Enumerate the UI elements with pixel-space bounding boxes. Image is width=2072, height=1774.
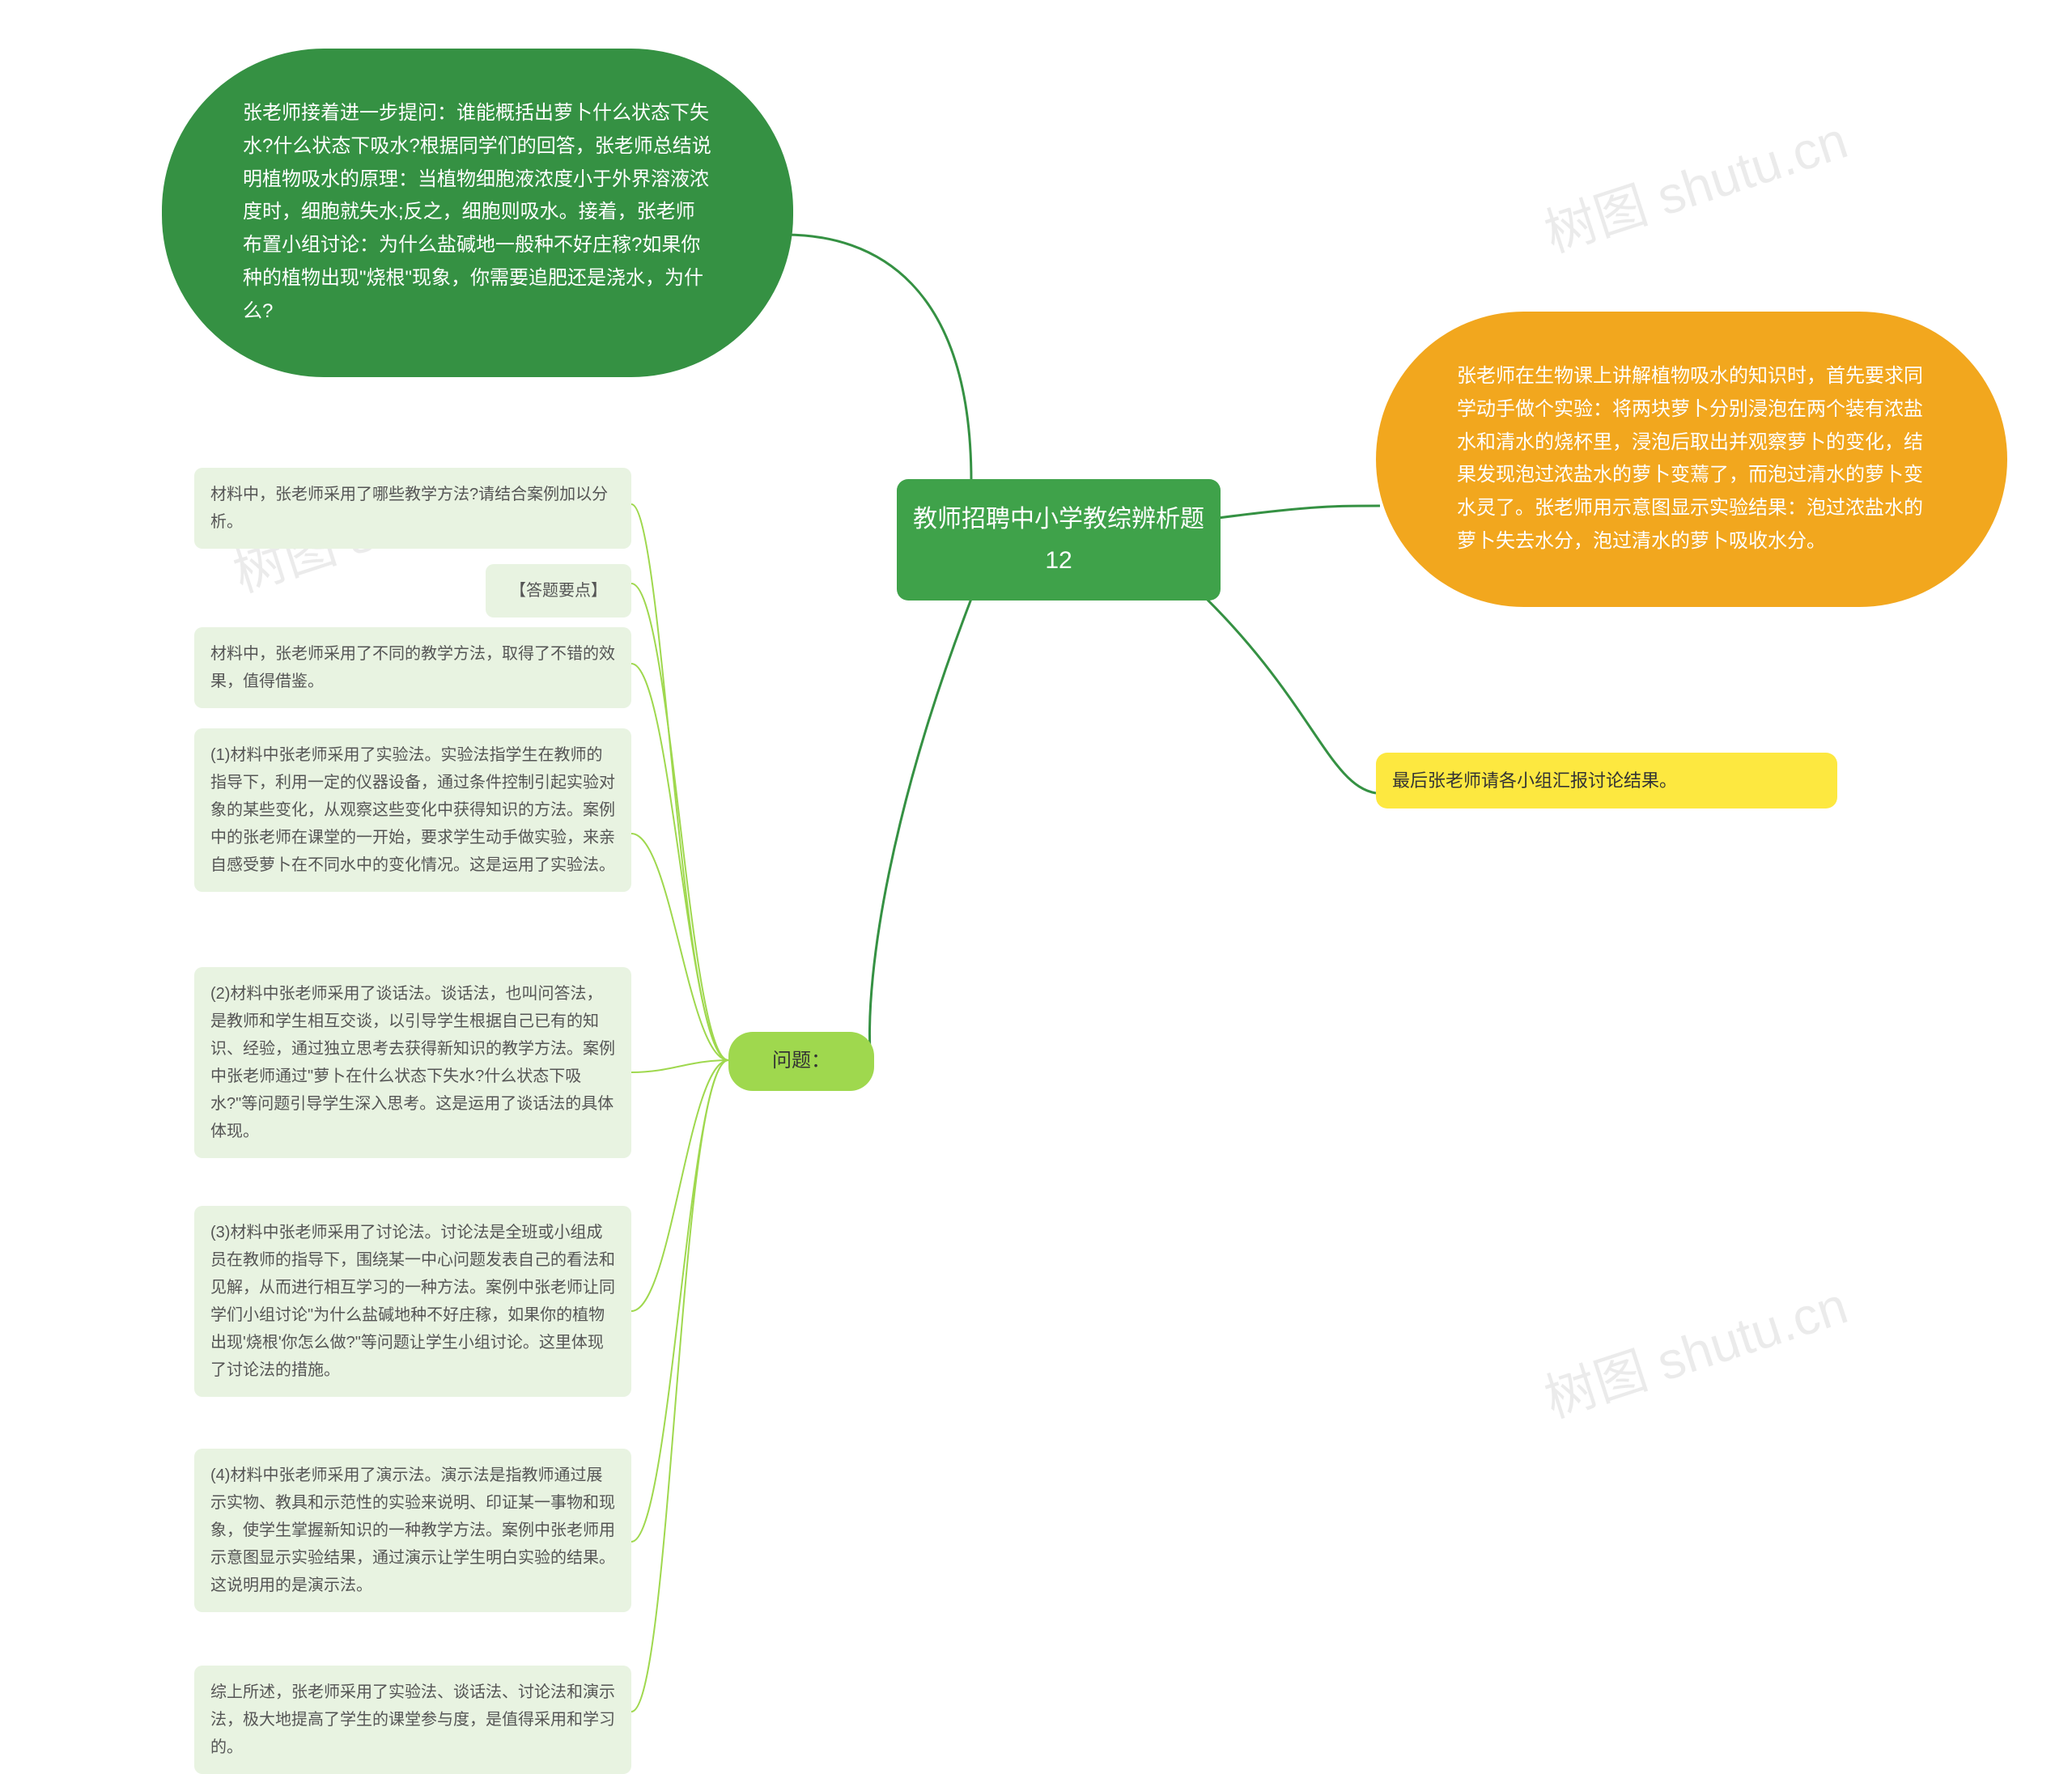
- leaf-node: (4)材料中张老师采用了演示法。演示法是指教师通过展示实物、教具和示范性的实验来…: [194, 1449, 631, 1612]
- edge-lime-leaf-4: [631, 1060, 728, 1072]
- node-yellow: 最后张老师请各小组汇报讨论结果。: [1376, 753, 1837, 808]
- leaf-node: 综上所述，张老师采用了实验法、谈话法、讨论法和演示法，极大地提高了学生的课堂参与…: [194, 1666, 631, 1774]
- node-lime-text: 问题：: [772, 1050, 830, 1072]
- leaf-text: (4)材料中张老师采用了演示法。演示法是指教师通过展示实物、教具和示范性的实验来…: [210, 1466, 615, 1594]
- leaf-text: 综上所述，张老师采用了实验法、谈话法、讨论法和演示法，极大地提高了学生的课堂参与…: [210, 1683, 615, 1756]
- edge-lime-leaf-3: [631, 834, 728, 1060]
- leaf-node: (2)材料中张老师采用了谈话法。谈话法，也叫问答法，是教师和学生相互交谈，以引导…: [194, 967, 631, 1158]
- leaf-node: (1)材料中张老师采用了实验法。实验法指学生在教师的指导下，利用一定的仪器设备，…: [194, 728, 631, 892]
- node-top-green: 张老师接着进一步提问：谁能概括出萝卜什么状态下失水?什么状态下吸水?根据同学们的…: [162, 49, 793, 377]
- edge-lime-leaf-6: [631, 1060, 728, 1542]
- leaf-node: 材料中，张老师采用了不同的教学方法，取得了不错的效果，值得借鉴。: [194, 627, 631, 708]
- mindmap-canvas: 树图 shutu.cn 树图 shutu.cn 树图 shutu.cn 张老师接…: [0, 0, 2072, 1744]
- edge-root-yellow: [1190, 583, 1376, 793]
- leaf-text: 材料中，张老师采用了不同的教学方法，取得了不错的效果，值得借鉴。: [210, 645, 615, 690]
- leaf-node: (3)材料中张老师采用了讨论法。讨论法是全班或小组成员在教师的指导下，围绕某一中…: [194, 1206, 631, 1397]
- leaf-text: 【答题要点】: [510, 582, 607, 600]
- node-top-green-text: 张老师接着进一步提问：谁能概括出萝卜什么状态下失水?什么状态下吸水?根据同学们的…: [243, 102, 711, 322]
- edge-root-topgreen: [785, 235, 971, 482]
- node-orange-text: 张老师在生物课上讲解植物吸水的知识时，首先要求同学动手做个实验：将两块萝卜分别浸…: [1457, 365, 1923, 552]
- edge-root-lime: [869, 599, 971, 1052]
- edge-root-orange: [1218, 506, 1380, 518]
- leaf-node: 【答题要点】: [486, 564, 631, 618]
- leaf-text: (1)材料中张老师采用了实验法。实验法指学生在教师的指导下，利用一定的仪器设备，…: [210, 746, 615, 874]
- edge-lime-leaf-0: [631, 504, 728, 1060]
- leaf-text: (3)材料中张老师采用了讨论法。讨论法是全班或小组成员在教师的指导下，围绕某一中…: [210, 1224, 615, 1379]
- root-node: 教师招聘中小学教综辨析题12: [897, 479, 1221, 601]
- edge-lime-leaf-7: [631, 1060, 728, 1712]
- leaf-text: (2)材料中张老师采用了谈话法。谈话法，也叫问答法，是教师和学生相互交谈，以引导…: [210, 985, 615, 1140]
- root-node-text: 教师招聘中小学教综辨析题12: [913, 499, 1204, 581]
- watermark: 树图 shutu.cn: [1534, 99, 1855, 266]
- leaf-node: 材料中，张老师采用了哪些教学方法?请结合案例加以分析。: [194, 468, 631, 549]
- node-lime: 问题：: [728, 1032, 874, 1091]
- node-orange: 张老师在生物课上讲解植物吸水的知识时，首先要求同学动手做个实验：将两块萝卜分别浸…: [1376, 312, 2007, 607]
- leaf-text: 材料中，张老师采用了哪些教学方法?请结合案例加以分析。: [210, 486, 608, 531]
- edge-lime-leaf-2: [631, 664, 728, 1060]
- node-yellow-text: 最后张老师请各小组汇报讨论结果。: [1392, 770, 1677, 791]
- edge-lime-leaf-5: [631, 1060, 728, 1311]
- edge-lime-leaf-1: [631, 584, 728, 1060]
- watermark: 树图 shutu.cn: [1534, 1264, 1855, 1432]
